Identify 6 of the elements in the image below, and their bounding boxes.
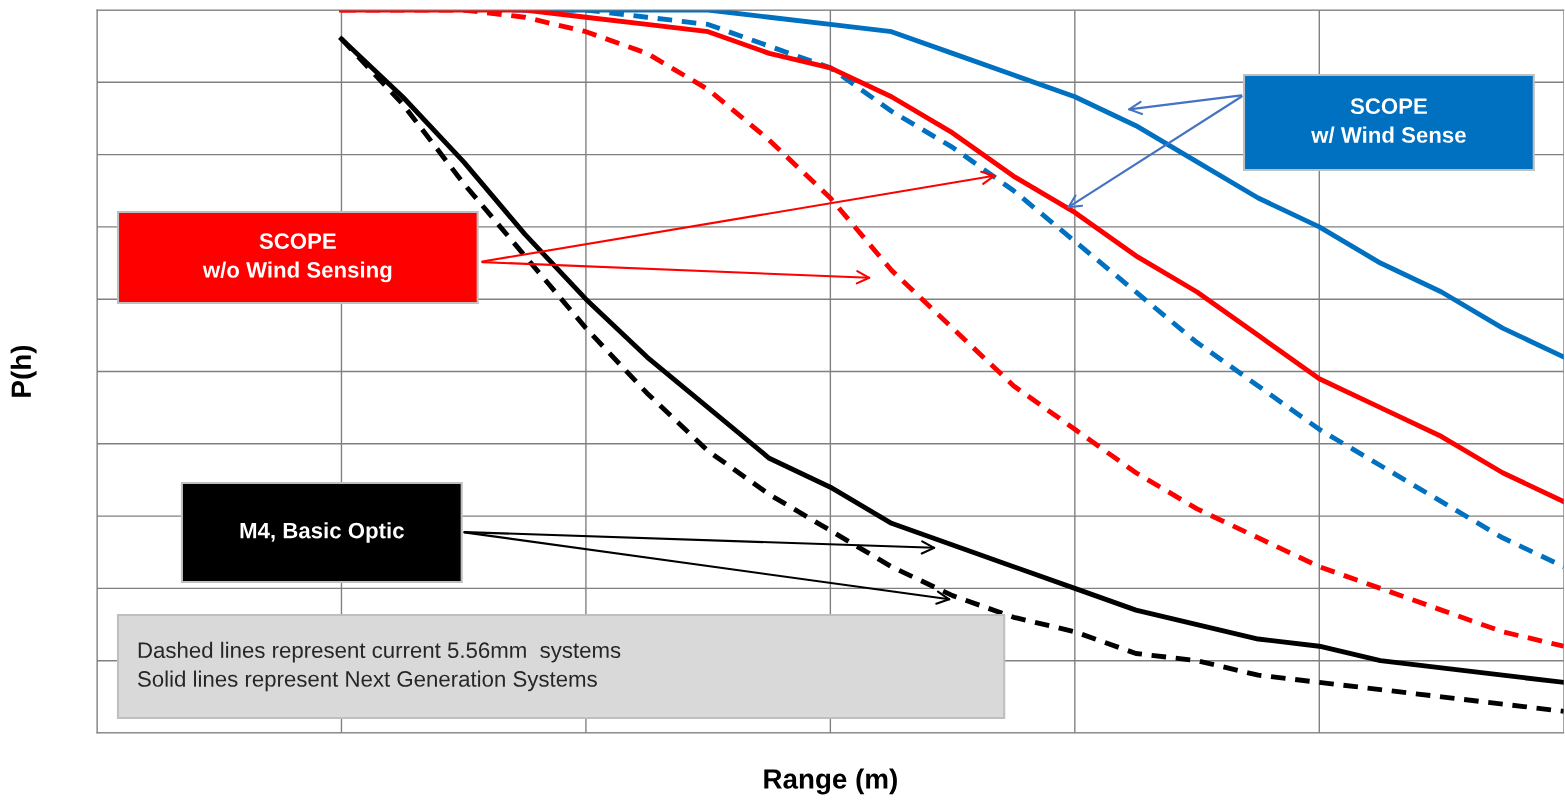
annotation: SCOPE w/o Wind Sensing: [202, 233, 392, 283]
x-axis-title: Range (m): [764, 768, 897, 795]
annotation: Dashed lines represent current 5.56mm systems Solid lines represent Next Generation Systems: [137, 641, 621, 692]
y-axis-title: P(h): [10, 345, 37, 397]
annotation: SCOPE w/ Wind Sense: [1311, 98, 1466, 144]
annotation: M4, Basic Optic: [240, 522, 404, 543]
